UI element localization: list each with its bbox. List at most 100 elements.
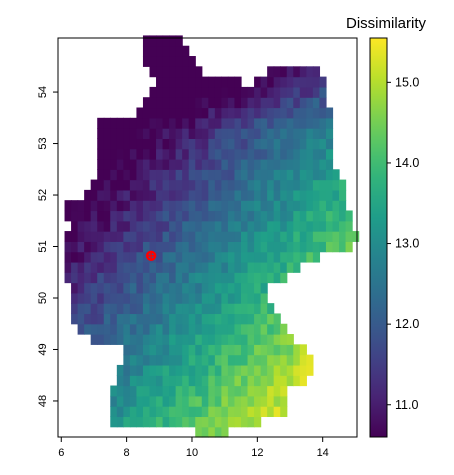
raster-cell	[267, 179, 275, 191]
raster-cell	[280, 66, 288, 78]
raster-cell	[286, 76, 294, 88]
x-tick-label: 10	[186, 447, 198, 459]
raster-cell	[273, 395, 281, 407]
raster-cell	[286, 148, 294, 160]
raster-cell	[280, 323, 288, 335]
raster-cell	[221, 303, 229, 315]
raster-cell	[201, 231, 209, 242]
raster-cell	[240, 313, 249, 325]
raster-cell	[195, 375, 203, 387]
raster-cell	[234, 261, 242, 273]
raster-cell	[169, 292, 177, 304]
raster-cell	[175, 97, 183, 109]
raster-cell	[110, 189, 118, 201]
raster-cell	[247, 179, 255, 191]
raster-cell	[162, 251, 170, 263]
raster-cell	[169, 56, 177, 67]
raster-cell	[142, 364, 151, 376]
raster-cell	[123, 303, 131, 315]
raster-cell	[182, 272, 190, 284]
raster-cell	[123, 189, 131, 201]
raster-cell	[97, 282, 105, 294]
raster-cell	[169, 179, 177, 191]
raster-cell	[208, 158, 216, 170]
raster-cell	[240, 179, 249, 191]
raster-cell	[103, 148, 111, 160]
raster-cell	[182, 395, 190, 407]
raster-cell	[234, 375, 242, 387]
raster-cell	[175, 334, 183, 345]
raster-cell	[201, 241, 209, 253]
raster-cell	[227, 282, 236, 294]
raster-cell	[149, 169, 157, 181]
raster-cell	[123, 200, 131, 212]
raster-cell	[325, 189, 334, 201]
raster-cell	[247, 395, 255, 407]
raster-cell	[267, 76, 275, 88]
raster-cell	[64, 200, 72, 212]
raster-cell	[142, 117, 151, 129]
raster-cell	[339, 179, 347, 191]
raster-cell	[247, 210, 255, 222]
raster-cell	[90, 251, 98, 263]
raster-cell	[142, 231, 151, 242]
raster-cell	[149, 56, 157, 67]
y-axis: 48 49 50 51 52 53 54	[37, 86, 58, 407]
raster-cell	[293, 344, 301, 356]
raster-cell	[214, 303, 222, 315]
raster-cell	[90, 200, 98, 212]
raster-cell	[195, 251, 203, 263]
raster-cell	[254, 261, 262, 273]
raster-cell	[77, 303, 85, 315]
raster-cell	[286, 231, 294, 242]
raster-cell	[312, 210, 321, 222]
raster-cell	[110, 292, 118, 304]
raster-cell	[175, 169, 183, 181]
raster-cell	[247, 416, 255, 428]
raster-cell	[299, 375, 307, 387]
raster-cell	[90, 272, 98, 284]
raster-cell	[169, 148, 177, 160]
raster-cell	[129, 292, 138, 304]
raster-cell	[162, 261, 170, 273]
raster-cell	[182, 97, 190, 109]
raster-cell	[116, 251, 124, 263]
raster-cell	[273, 251, 281, 263]
raster-cell	[319, 86, 327, 98]
raster-cell	[188, 56, 196, 67]
raster-cell	[286, 354, 294, 366]
raster-cell	[286, 179, 294, 191]
raster-cell	[123, 416, 131, 428]
raster-cell	[201, 179, 209, 191]
raster-cell	[142, 385, 151, 397]
raster-cell	[129, 303, 138, 315]
raster-cell	[208, 220, 216, 232]
raster-cell	[280, 334, 288, 345]
raster-cell	[116, 200, 124, 212]
raster-cell	[182, 158, 190, 170]
raster-cell	[195, 76, 203, 88]
raster-cell	[90, 189, 98, 201]
raster-cell	[221, 200, 229, 212]
raster-cell	[293, 128, 301, 139]
raster-cell	[123, 148, 131, 160]
raster-cell	[149, 344, 157, 356]
raster-cell	[221, 189, 229, 201]
raster-cell	[156, 107, 164, 119]
raster-cell	[182, 76, 190, 88]
raster-cell	[116, 375, 124, 387]
raster-cell	[149, 313, 157, 325]
raster-cell	[260, 313, 268, 325]
raster-cell	[227, 138, 236, 150]
raster-cell	[306, 231, 314, 242]
raster-cell	[234, 128, 242, 139]
raster-cell	[188, 231, 196, 242]
raster-cell	[182, 179, 190, 191]
raster-cell	[254, 292, 262, 304]
raster-cell	[214, 97, 222, 109]
raster-cell	[129, 364, 138, 376]
raster-cell	[195, 334, 203, 345]
raster-cell	[136, 251, 144, 263]
raster-cell	[64, 272, 72, 284]
raster-cell	[175, 406, 183, 418]
